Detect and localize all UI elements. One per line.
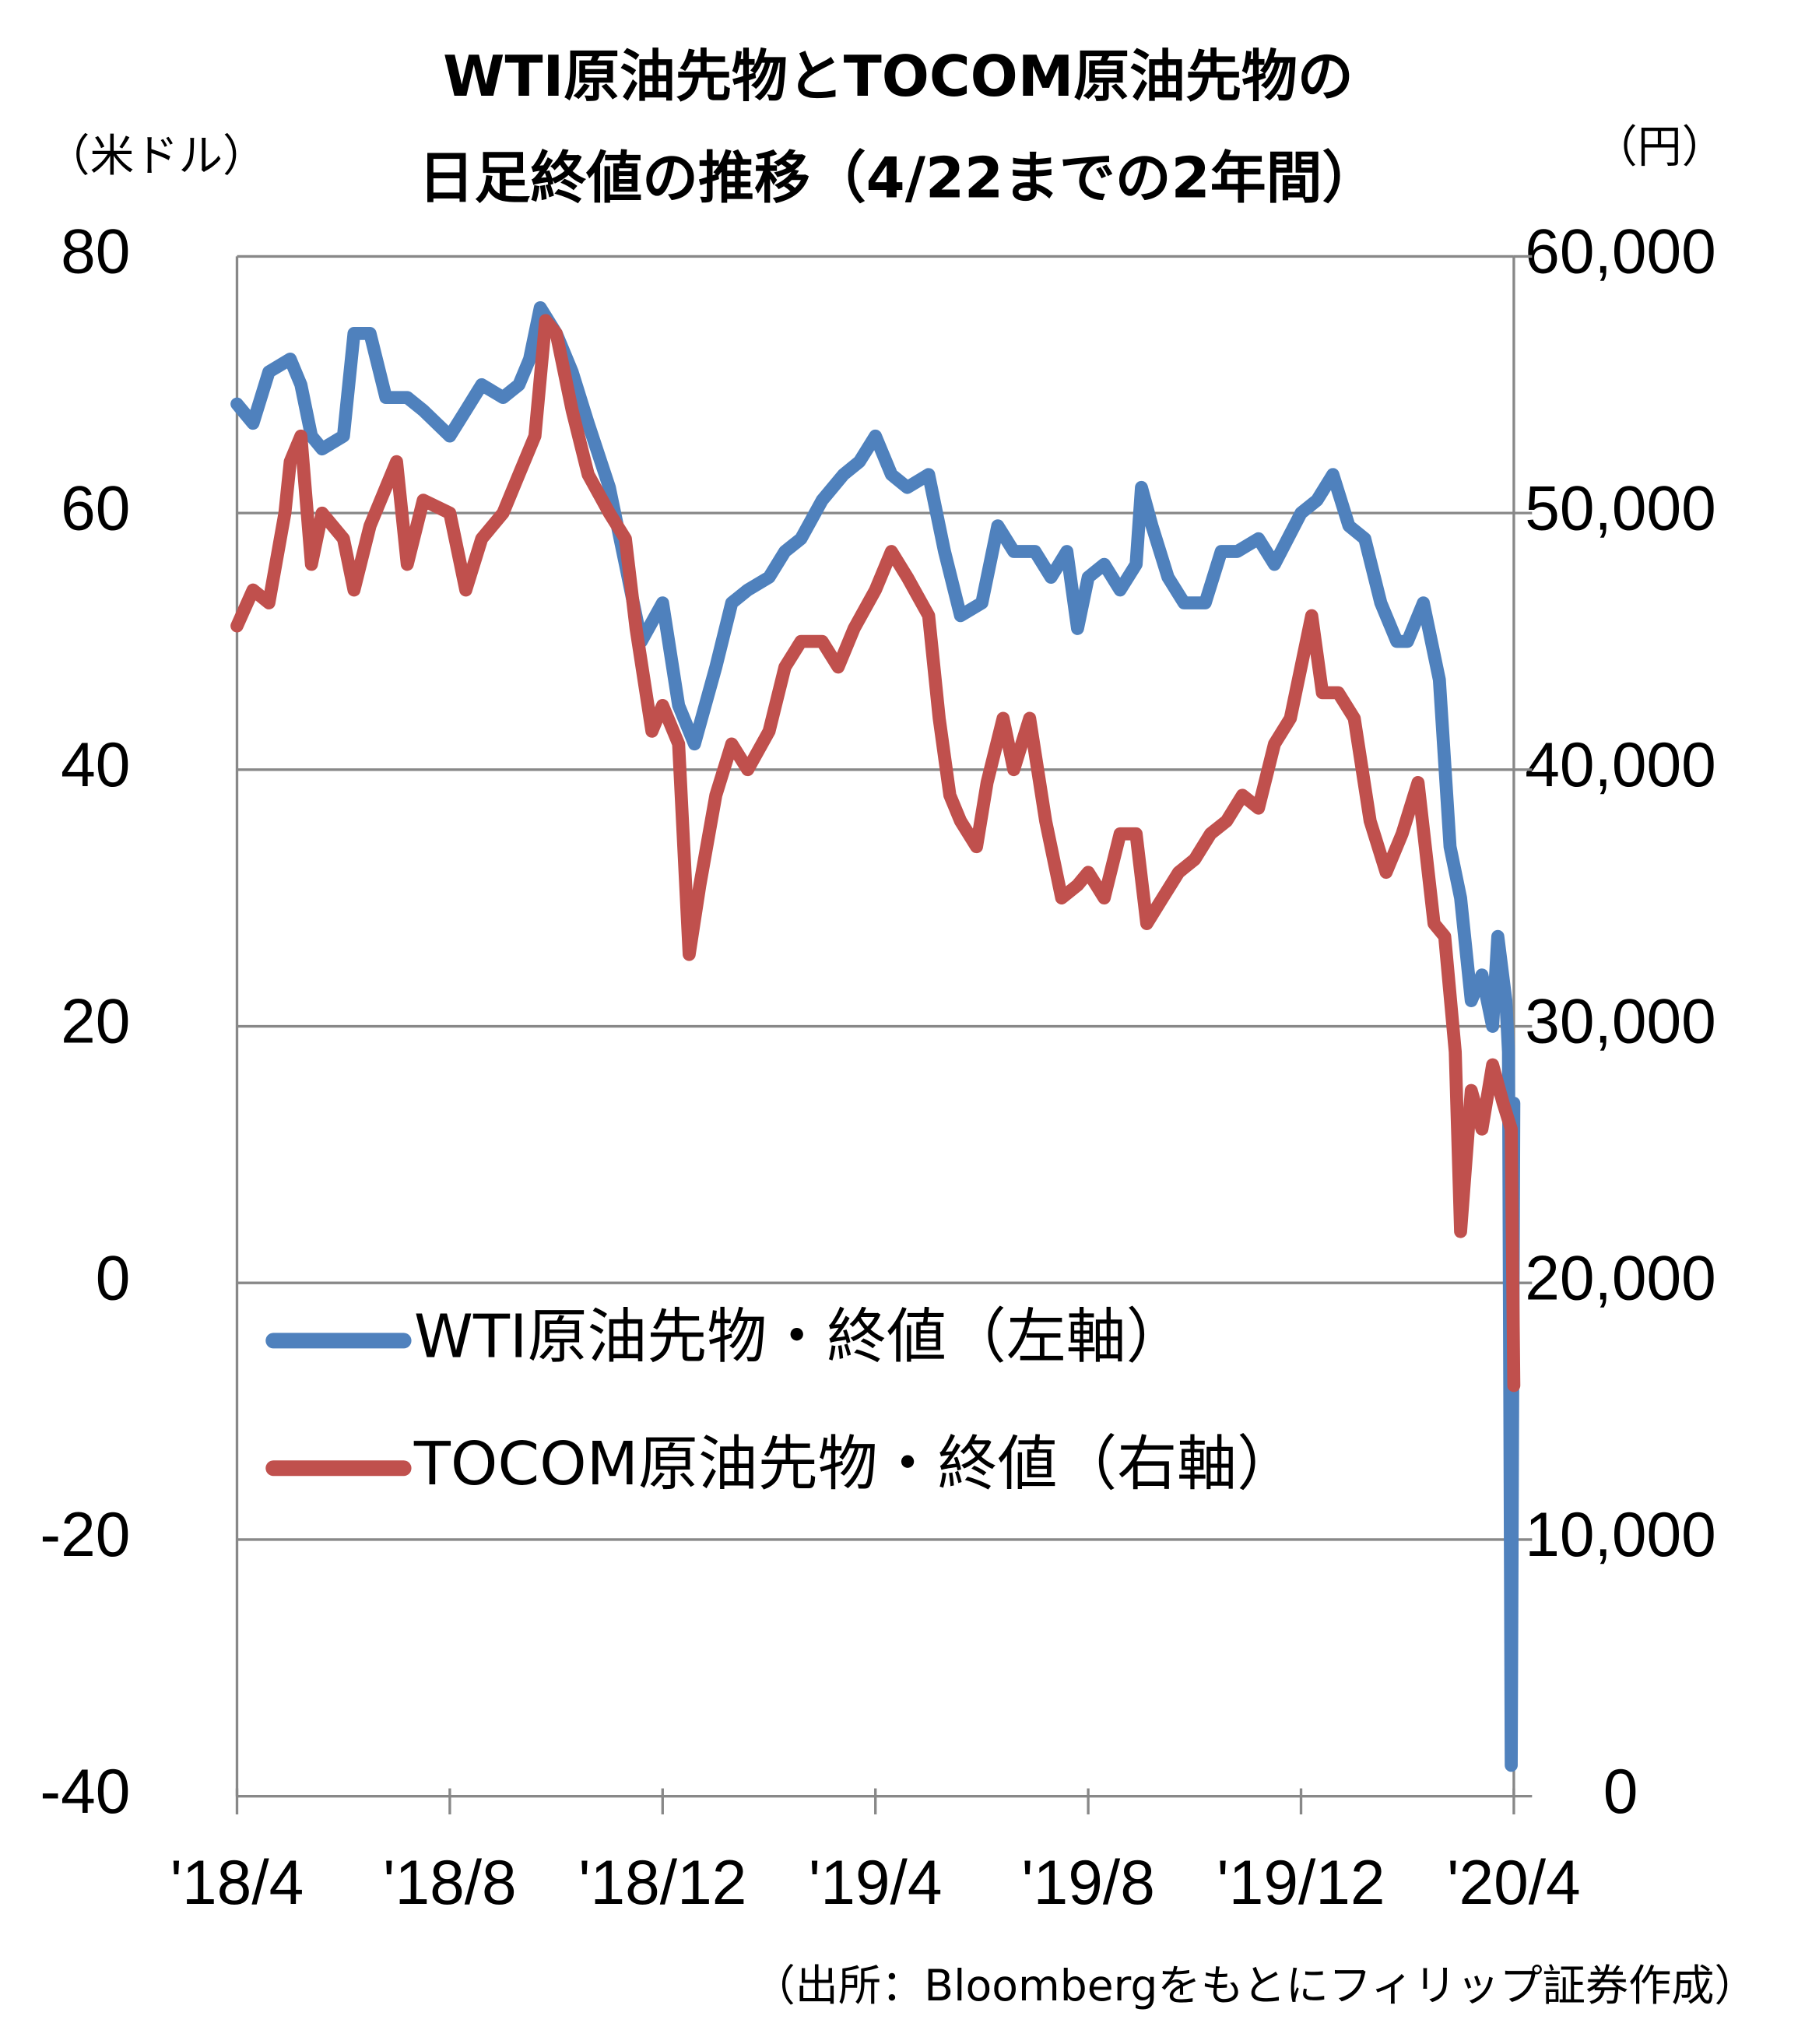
data-line bbox=[230, 314, 1521, 1393]
y-tick-label: 80 bbox=[61, 217, 130, 287]
x-tick-label: '19/12 bbox=[1217, 1848, 1385, 1918]
y2-tick-label: 10,000 bbox=[1525, 1500, 1715, 1570]
x-tick-label: '18/12 bbox=[578, 1848, 746, 1918]
x-tick-label: '19/4 bbox=[809, 1848, 943, 1918]
y2-tick-label: 50,000 bbox=[1525, 473, 1715, 543]
y-tick-label: 20 bbox=[61, 987, 130, 1057]
y-tick-label: 40 bbox=[61, 730, 130, 800]
chart-title: WTI原油先物とTOCOM原油先物の bbox=[443, 44, 1354, 109]
chart-title: 日足終値の推移（4/22までの2年間） bbox=[419, 146, 1378, 211]
x-tick-label: '18/8 bbox=[383, 1848, 517, 1918]
x-tick-label: '18/4 bbox=[170, 1848, 304, 1918]
y2-tick-label: 0 bbox=[1603, 1757, 1638, 1827]
y-axis-label: （米ドル） bbox=[46, 131, 267, 182]
y2-axis-label: （円） bbox=[1593, 121, 1726, 173]
y2-tick-label: 60,000 bbox=[1525, 217, 1715, 287]
y2-tick-label: 20,000 bbox=[1525, 1243, 1715, 1313]
y-tick-label: 60 bbox=[61, 473, 130, 543]
y-tick-label: -20 bbox=[40, 1500, 130, 1570]
source-note: （出所：Bloombergをもとにフィリップ証券作成） bbox=[753, 1961, 1758, 2011]
legend-label: TOCOM原油先物・終値（右軸） bbox=[413, 1430, 1297, 1499]
legend-label: WTI原油先物・終値（左軸） bbox=[414, 1302, 1186, 1371]
x-tick-label: '20/4 bbox=[1447, 1848, 1581, 1918]
x-tick-label: '19/8 bbox=[1021, 1848, 1155, 1918]
y2-tick-label: 30,000 bbox=[1525, 987, 1715, 1057]
y-tick-label: -40 bbox=[40, 1757, 130, 1827]
data-line bbox=[230, 300, 1521, 1772]
y2-tick-label: 40,000 bbox=[1525, 730, 1715, 800]
y-tick-label: 0 bbox=[96, 1243, 131, 1313]
